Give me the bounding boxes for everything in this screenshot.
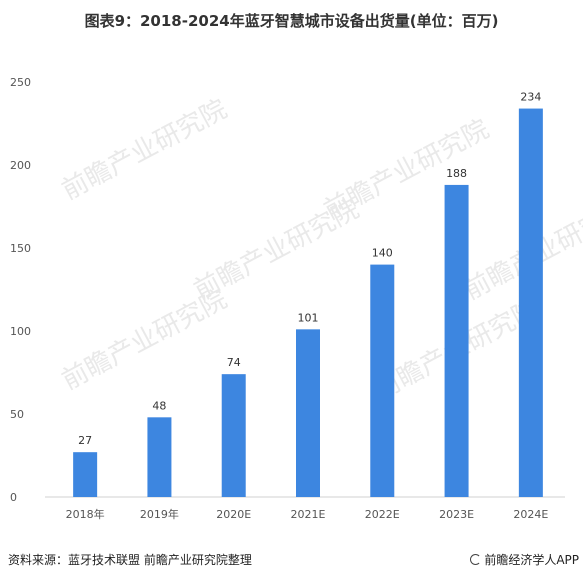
bar [73, 452, 98, 497]
bar [221, 374, 246, 497]
x-tick-label: 2021E [291, 508, 326, 521]
bar-value-label: 140 [372, 247, 393, 260]
bar-chart: 前瞻产业研究院前瞻产业研究院前瞻产业研究院前瞻产业研究院前瞻产业研究院前瞻产业研… [10, 76, 583, 521]
y-tick-label: 150 [10, 242, 31, 255]
x-tick-label: 2024E [513, 508, 548, 521]
bar [296, 329, 320, 497]
y-tick-label: 0 [10, 491, 17, 504]
bar-value-label: 234 [520, 91, 541, 104]
bar-value-label: 48 [152, 399, 166, 412]
brand-footer: 前瞻经济学人APP [470, 551, 579, 568]
source-note: 资料来源：蓝牙技术联盟 前瞻产业研究院整理 [8, 553, 252, 567]
x-tick-label: 2020E [216, 508, 251, 521]
bar-value-label: 101 [298, 311, 319, 324]
brand-logo-icon [470, 554, 482, 565]
y-tick-label: 200 [10, 159, 31, 172]
watermark-text: 前瞻产业研究院 [57, 94, 232, 206]
x-tick-label: 2019年 [140, 507, 179, 521]
y-tick-label: 250 [10, 76, 31, 89]
bar [518, 108, 543, 497]
y-tick-label: 50 [10, 408, 24, 421]
watermark-layer: 前瞻产业研究院前瞻产业研究院前瞻产业研究院前瞻产业研究院前瞻产业研究院前瞻产业研… [57, 94, 583, 406]
bar-value-label: 74 [227, 356, 241, 369]
x-axis-labels: 2018年 2019年 2020E 2021E 2022E 2023E 2024E [66, 507, 549, 521]
bar [370, 264, 395, 497]
y-axis-ticks: 0 50 100 150 200 250 [10, 76, 31, 504]
x-tick-label: 2022E [365, 508, 400, 521]
chart-title: 图表9：2018-2024年蓝牙智慧城市设备出货量(单位：百万) [84, 12, 499, 30]
bars: 27 48 74 101 140 188 234 [73, 91, 543, 498]
watermark-text: 前瞻产业研究院 [189, 194, 364, 306]
bar-value-label: 188 [446, 167, 467, 180]
bar [444, 184, 469, 498]
x-tick-label: 2018年 [66, 507, 105, 521]
y-tick-label: 100 [10, 325, 31, 338]
bar [147, 417, 172, 497]
brand-label: 前瞻经济学人APP [484, 553, 579, 567]
bar-value-label: 27 [78, 434, 92, 447]
x-tick-label: 2023E [439, 508, 474, 521]
